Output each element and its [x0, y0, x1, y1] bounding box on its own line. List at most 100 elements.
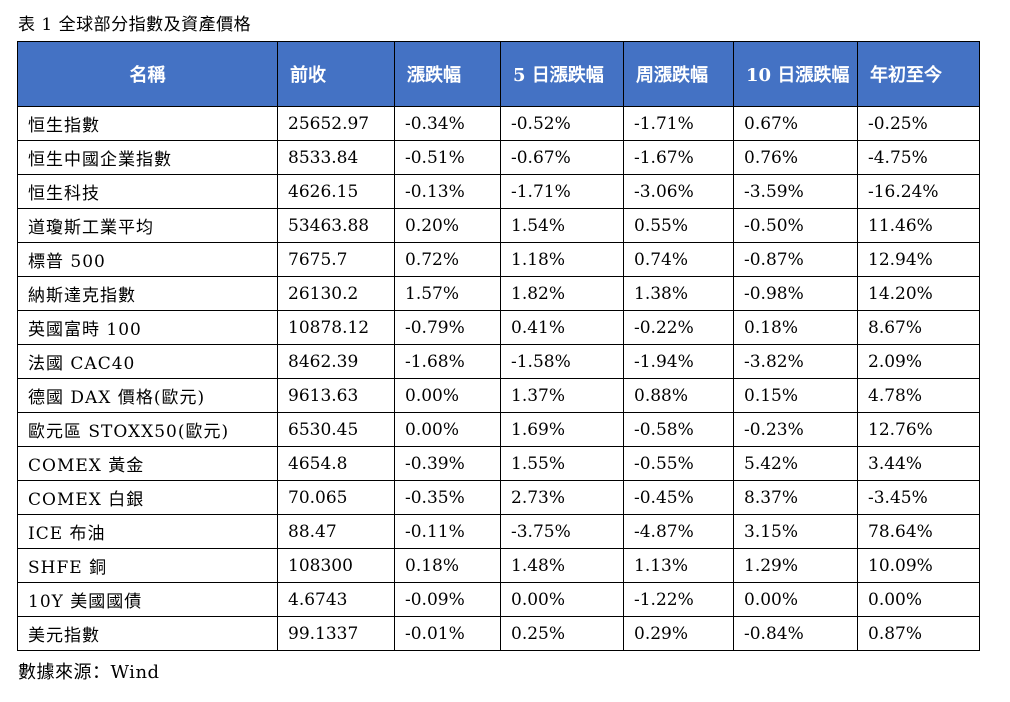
change-cell: -0.11%	[394, 514, 501, 549]
prev-close-cell: 70.065	[277, 480, 395, 515]
prev-close-cell: 4654.8	[277, 446, 395, 481]
5d-change-cell: 1.54%	[500, 208, 624, 243]
5d-change-cell: 1.82%	[500, 276, 624, 311]
week-change-cell: 0.55%	[623, 208, 734, 243]
table-row: 英國富時 100 10878.12 -0.79% 0.41% -0.22% 0.…	[17, 310, 980, 345]
10d-change-cell: 0.76%	[733, 140, 858, 175]
week-change-cell: -1.22%	[623, 582, 734, 617]
10d-change-cell: -3.82%	[733, 344, 858, 379]
ytd-cell: 14.20%	[857, 276, 980, 311]
week-change-cell: 0.29%	[623, 616, 734, 651]
market-data-table: 名稱 前收 漲跌幅 5 日漲跌幅 周漲跌幅 10 日漲跌幅 年初至今 恒生指數 …	[17, 41, 980, 651]
asset-name-cell: SHFE 銅	[17, 548, 278, 583]
week-change-cell: -0.22%	[623, 310, 734, 345]
10d-change-cell: 0.00%	[733, 582, 858, 617]
prev-close-cell: 7675.7	[277, 242, 395, 277]
prev-close-cell: 25652.97	[277, 106, 395, 141]
change-cell: -0.35%	[394, 480, 501, 515]
ytd-cell: 10.09%	[857, 548, 980, 583]
header-change: 漲跌幅	[394, 41, 501, 107]
5d-change-cell: -0.52%	[500, 106, 624, 141]
prev-close-cell: 88.47	[277, 514, 395, 549]
table-row: 恒生指數 25652.97 -0.34% -0.52% -1.71% 0.67%…	[17, 106, 980, 141]
table-caption: 表 1 全球部分指數及資產價格	[18, 15, 252, 35]
table-row: SHFE 銅 108300 0.18% 1.48% 1.13% 1.29% 10…	[17, 548, 980, 583]
5d-change-cell: -1.71%	[500, 174, 624, 209]
5d-change-cell: 1.18%	[500, 242, 624, 277]
data-source-note: 數據來源：Wind	[18, 662, 160, 683]
10d-change-cell: -0.87%	[733, 242, 858, 277]
prev-close-cell: 4.6743	[277, 582, 395, 617]
change-cell: -1.68%	[394, 344, 501, 379]
ytd-cell: 78.64%	[857, 514, 980, 549]
asset-name-cell: 標普 500	[17, 242, 278, 277]
table-row: COMEX 白銀 70.065 -0.35% 2.73% -0.45% 8.37…	[17, 480, 980, 515]
change-cell: 0.18%	[394, 548, 501, 583]
ytd-cell: -16.24%	[857, 174, 980, 209]
asset-name-cell: 法國 CAC40	[17, 344, 278, 379]
table-row: 美元指數 99.1337 -0.01% 0.25% 0.29% -0.84% 0…	[17, 616, 980, 651]
10d-change-cell: 5.42%	[733, 446, 858, 481]
asset-name-cell: 德國 DAX 價格(歐元)	[17, 378, 278, 413]
week-change-cell: -0.55%	[623, 446, 734, 481]
ytd-cell: -4.75%	[857, 140, 980, 175]
change-cell: 0.20%	[394, 208, 501, 243]
header-5d-change: 5 日漲跌幅	[500, 41, 624, 107]
5d-change-cell: 0.00%	[500, 582, 624, 617]
ytd-cell: 0.87%	[857, 616, 980, 651]
10d-change-cell: -3.59%	[733, 174, 858, 209]
table-row: 納斯達克指數 26130.2 1.57% 1.82% 1.38% -0.98% …	[17, 276, 980, 311]
asset-name-cell: 納斯達克指數	[17, 276, 278, 311]
ytd-cell: -0.25%	[857, 106, 980, 141]
asset-name-cell: 10Y 美國國債	[17, 582, 278, 617]
prev-close-cell: 53463.88	[277, 208, 395, 243]
change-cell: 0.72%	[394, 242, 501, 277]
asset-name-cell: 歐元區 STOXX50(歐元)	[17, 412, 278, 447]
week-change-cell: -4.87%	[623, 514, 734, 549]
table-row: 10Y 美國國債 4.6743 -0.09% 0.00% -1.22% 0.00…	[17, 582, 980, 617]
5d-change-cell: 1.69%	[500, 412, 624, 447]
table-row: COMEX 黃金 4654.8 -0.39% 1.55% -0.55% 5.42…	[17, 446, 980, 481]
week-change-cell: -0.45%	[623, 480, 734, 515]
ytd-cell: 0.00%	[857, 582, 980, 617]
week-change-cell: -3.06%	[623, 174, 734, 209]
10d-change-cell: -0.84%	[733, 616, 858, 651]
5d-change-cell: 0.25%	[500, 616, 624, 651]
10d-change-cell: 0.15%	[733, 378, 858, 413]
5d-change-cell: 0.41%	[500, 310, 624, 345]
asset-name-cell: 恒生指數	[17, 106, 278, 141]
table-row: 恒生中國企業指數 8533.84 -0.51% -0.67% -1.67% 0.…	[17, 140, 980, 175]
week-change-cell: 1.38%	[623, 276, 734, 311]
week-change-cell: 0.88%	[623, 378, 734, 413]
5d-change-cell: 2.73%	[500, 480, 624, 515]
ytd-cell: 8.67%	[857, 310, 980, 345]
week-change-cell: -1.94%	[623, 344, 734, 379]
5d-change-cell: -3.75%	[500, 514, 624, 549]
10d-change-cell: 1.29%	[733, 548, 858, 583]
table-row: 歐元區 STOXX50(歐元) 6530.45 0.00% 1.69% -0.5…	[17, 412, 980, 447]
5d-change-cell: 1.55%	[500, 446, 624, 481]
change-cell: -0.79%	[394, 310, 501, 345]
asset-name-cell: 恒生中國企業指數	[17, 140, 278, 175]
prev-close-cell: 10878.12	[277, 310, 395, 345]
ytd-cell: 4.78%	[857, 378, 980, 413]
prev-close-cell: 9613.63	[277, 378, 395, 413]
prev-close-cell: 108300	[277, 548, 395, 583]
table-row: 德國 DAX 價格(歐元) 9613.63 0.00% 1.37% 0.88% …	[17, 378, 980, 413]
change-cell: -0.39%	[394, 446, 501, 481]
asset-name-cell: 英國富時 100	[17, 310, 278, 345]
asset-name-cell: COMEX 白銀	[17, 480, 278, 515]
change-cell: 0.00%	[394, 378, 501, 413]
prev-close-cell: 4626.15	[277, 174, 395, 209]
asset-name-cell: ICE 布油	[17, 514, 278, 549]
table-row: 道瓊斯工業平均 53463.88 0.20% 1.54% 0.55% -0.50…	[17, 208, 980, 243]
change-cell: -0.09%	[394, 582, 501, 617]
change-cell: -0.13%	[394, 174, 501, 209]
header-ytd: 年初至今	[857, 41, 980, 107]
change-cell: -0.01%	[394, 616, 501, 651]
prev-close-cell: 26130.2	[277, 276, 395, 311]
table-row: ICE 布油 88.47 -0.11% -3.75% -4.87% 3.15% …	[17, 514, 980, 549]
asset-name-cell: COMEX 黃金	[17, 446, 278, 481]
week-change-cell: 1.13%	[623, 548, 734, 583]
table-row: 標普 500 7675.7 0.72% 1.18% 0.74% -0.87% 1…	[17, 242, 980, 277]
